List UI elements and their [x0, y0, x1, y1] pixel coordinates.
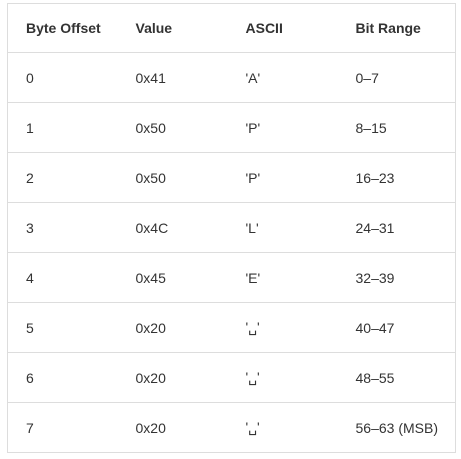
- cell-bit-range: 56–63 (MSB): [337, 402, 456, 453]
- cell-value: 0x45: [117, 252, 228, 303]
- cell-value: 0x20: [117, 302, 228, 353]
- cell-value: 0x50: [117, 102, 228, 153]
- cell-ascii: 'A': [227, 52, 338, 103]
- cell-ascii: 'L': [227, 202, 338, 253]
- cell-bit-range: 48–55: [337, 352, 456, 403]
- byte-table: Byte Offset Value ASCII Bit Range 0 0x41…: [7, 3, 456, 453]
- cell-value: 0x50: [117, 152, 228, 203]
- cell-value: 0x20: [117, 352, 228, 403]
- cell-value: 0x4C: [117, 202, 228, 253]
- table-row: 0 0x41 'A' 0–7: [7, 52, 456, 103]
- cell-ascii: 'P': [227, 102, 338, 153]
- cell-ascii: 'P': [227, 152, 338, 203]
- table-row: 4 0x45 'E' 32–39: [7, 252, 456, 303]
- header-value: Value: [117, 3, 228, 53]
- table-row: 7 0x20 '␣' 56–63 (MSB): [7, 402, 456, 453]
- table-row: 5 0x20 '␣' 40–47: [7, 302, 456, 353]
- header-byte-offset: Byte Offset: [7, 3, 118, 53]
- cell-byte-offset: 4: [7, 252, 118, 303]
- cell-byte-offset: 2: [7, 152, 118, 203]
- table-row: 6 0x20 '␣' 48–55: [7, 352, 456, 403]
- cell-ascii: 'E': [227, 252, 338, 303]
- cell-bit-range: 8–15: [337, 102, 456, 153]
- cell-byte-offset: 6: [7, 352, 118, 403]
- byte-table-container: Byte Offset Value ASCII Bit Range 0 0x41…: [7, 3, 456, 453]
- cell-ascii: '␣': [227, 302, 338, 353]
- table-body: 0 0x41 'A' 0–7 1 0x50 'P' 8–15 2 0x50 'P…: [7, 52, 456, 453]
- cell-bit-range: 0–7: [337, 52, 456, 103]
- cell-byte-offset: 1: [7, 102, 118, 153]
- cell-ascii: '␣': [227, 402, 338, 453]
- cell-byte-offset: 7: [7, 402, 118, 453]
- header-row: Byte Offset Value ASCII Bit Range: [7, 3, 456, 53]
- cell-ascii: '␣': [227, 352, 338, 403]
- cell-bit-range: 16–23: [337, 152, 456, 203]
- table-row: 3 0x4C 'L' 24–31: [7, 202, 456, 253]
- cell-bit-range: 32–39: [337, 252, 456, 303]
- cell-value: 0x41: [117, 52, 228, 103]
- table-row: 1 0x50 'P' 8–15: [7, 102, 456, 153]
- header-ascii: ASCII: [227, 3, 338, 53]
- table-row: 2 0x50 'P' 16–23: [7, 152, 456, 203]
- cell-bit-range: 40–47: [337, 302, 456, 353]
- cell-byte-offset: 0: [7, 52, 118, 103]
- cell-bit-range: 24–31: [337, 202, 456, 253]
- cell-byte-offset: 5: [7, 302, 118, 353]
- header-bit-range: Bit Range: [337, 3, 456, 53]
- table-header: Byte Offset Value ASCII Bit Range: [7, 3, 456, 53]
- cell-byte-offset: 3: [7, 202, 118, 253]
- cell-value: 0x20: [117, 402, 228, 453]
